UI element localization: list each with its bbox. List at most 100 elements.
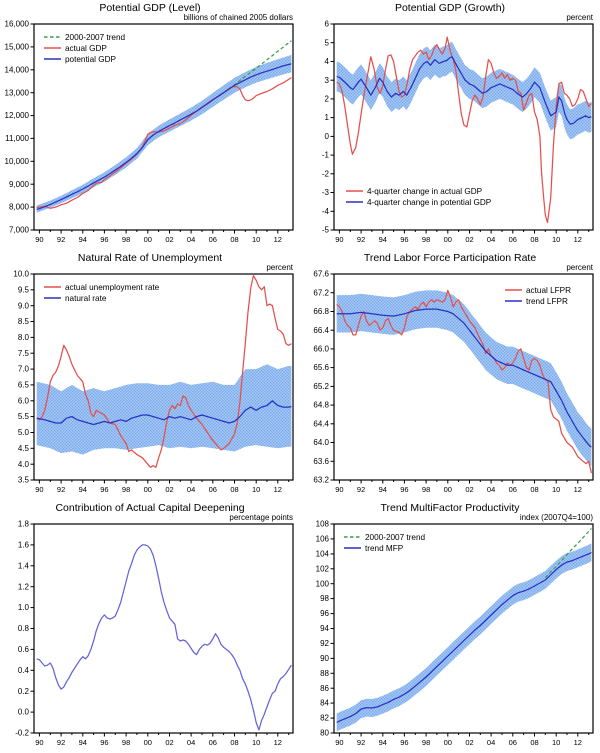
y-tick-label: 7.5 [18, 349, 30, 358]
x-tick-label: 92 [57, 738, 65, 747]
y-tick-label: 1 [325, 113, 330, 122]
legend-label: 2000-2007 trend [65, 33, 126, 42]
series-trend-2000-2007 [223, 40, 292, 94]
legend-label: 4-quarter change in potential GDP [367, 198, 492, 207]
legend-label: 4-quarter change in actual GDP [367, 187, 483, 196]
legend-label: actual LFPR [526, 286, 571, 295]
y-tick-label: 88 [320, 669, 329, 678]
y-tick-label: -1 [322, 151, 330, 160]
legend-label: actual unemployment rate [65, 283, 160, 292]
x-tick-label: 92 [57, 485, 65, 494]
series-natural-rate [36, 400, 292, 426]
series-potential-growth [336, 56, 592, 125]
x-tick-label: 04 [187, 738, 195, 747]
y-tick-label: 102 [316, 564, 330, 573]
x-tick-label: 94 [379, 235, 387, 244]
x-tick-label: 02 [465, 485, 473, 494]
y-tick-label: 90 [320, 654, 329, 663]
x-tick-label: 06 [209, 738, 217, 747]
x-tick-label: 94 [79, 235, 87, 244]
y-tick-label: 66.4 [313, 326, 329, 335]
y-tick-label: 80 [320, 729, 329, 738]
series-trend-mfp [336, 551, 592, 724]
panel-trend-lfpr: Trend Labor Force Participation Rate per… [300, 250, 600, 500]
x-tick-label: 12 [574, 485, 582, 494]
x-tick-label: 00 [144, 485, 152, 494]
y-tick-label: 14,000 [5, 65, 30, 74]
y-tick-label: 10.0 [13, 270, 29, 279]
y-tick-label: 98 [320, 594, 329, 603]
x-tick-label: 98 [422, 485, 430, 494]
y-tick-label: 63.2 [313, 476, 329, 485]
y-tick-label: -3 [322, 188, 330, 197]
x-tick-label: 10 [552, 738, 560, 747]
y-tick-label: 82 [320, 714, 329, 723]
plot-frame [333, 273, 594, 481]
chart-plot-svg: 3.5 4.0 4.5 5.0 5.5 6.0 6.5 7.0 7.5 8.0 8.5 9.0 9.5 1… [13, 270, 294, 494]
x-tick-label: 00 [444, 485, 452, 494]
y-tick-label: 0.6 [18, 645, 30, 654]
x-tick-label: 10 [552, 235, 560, 244]
x-tick-label: 94 [79, 738, 87, 747]
x-tick-label: 04 [187, 485, 195, 494]
x-tick-label: 10 [552, 485, 560, 494]
panel-natural-rate-unemployment: Natural Rate of Unemployment percent 3.5… [0, 250, 300, 500]
y-tick-label: 5.5 [18, 412, 30, 421]
chart-plot-svg: 80 82 84 86 88 90 92 94 96 98 100 102 104 106 108 90 92 9… [316, 520, 594, 747]
y-tick-label: 64.0 [313, 438, 329, 447]
chart-unit-label: percent [266, 263, 293, 272]
x-tick-label: 96 [100, 235, 108, 244]
panel-potential-gdp-level: Potential GDP (Level) billions of chaine… [0, 0, 300, 250]
x-tick-label: 12 [274, 738, 282, 747]
y-tick-label: 13,000 [5, 88, 30, 97]
y-tick-label: 12,000 [5, 111, 30, 120]
x-tick-label: 90 [35, 738, 43, 747]
y-tick-label: 15,000 [5, 43, 30, 52]
y-tick-label: 1.2 [18, 582, 30, 591]
x-tick-label: 12 [574, 738, 582, 747]
legend-label: potential GDP [65, 55, 117, 64]
y-tick-label: 8.5 [18, 317, 30, 326]
chart-title: Potential GDP (Growth) [394, 2, 506, 14]
y-tick-label: 65.6 [313, 363, 329, 372]
x-tick-label: 96 [400, 738, 408, 747]
y-tick-label: 10,000 [5, 157, 30, 166]
x-tick-label: 02 [465, 235, 473, 244]
chart-title: Trend MultiFactor Productivity [380, 502, 520, 514]
y-tick-label: 1.6 [18, 541, 30, 550]
x-tick-label: 96 [400, 235, 408, 244]
x-tick-label: 98 [122, 235, 130, 244]
x-tick-label: 02 [465, 738, 473, 747]
x-tick-label: 92 [57, 235, 65, 244]
panel-potential-gdp-growth: Potential GDP (Growth) percent -5 -4 -3 -2 -… [300, 0, 600, 250]
y-tick-label: 64.4 [313, 419, 329, 428]
series-trend-lfpr [336, 308, 592, 448]
chart-plot-svg: 7,000 8,000 9,000 10,000 11,000 12,000 13,000 1… [5, 20, 294, 244]
chart-title: Potential GDP (Level) [99, 2, 201, 14]
y-tick-label: 16,000 [5, 20, 30, 29]
x-tick-label: 02 [165, 235, 173, 244]
x-tick-label: 08 [530, 738, 538, 747]
x-tick-label: 12 [574, 235, 582, 244]
y-tick-label: 0.4 [18, 666, 30, 675]
x-tick-label: 98 [422, 235, 430, 244]
x-tick-label: 98 [422, 738, 430, 747]
y-tick-label: 4.0 [18, 460, 30, 469]
x-tick-label: 90 [335, 235, 343, 244]
x-tick-label: 04 [487, 235, 495, 244]
y-tick-label: -0.2 [15, 729, 29, 738]
plot-frame [33, 23, 294, 231]
x-tick-label: 90 [335, 738, 343, 747]
legend-label: natural rate [65, 294, 107, 303]
series-actual-gdp [36, 77, 292, 209]
x-tick-label: 08 [530, 485, 538, 494]
series-actual-unemployment [36, 274, 292, 468]
y-tick-label: 84 [320, 699, 329, 708]
x-tick-label: 06 [509, 235, 517, 244]
y-tick-label: 64.8 [313, 401, 329, 410]
y-tick-label: 0 [325, 132, 330, 141]
y-tick-label: 92 [320, 639, 329, 648]
y-tick-label: 1.4 [18, 561, 30, 570]
legend-label: 2000-2007 trend [365, 533, 426, 542]
